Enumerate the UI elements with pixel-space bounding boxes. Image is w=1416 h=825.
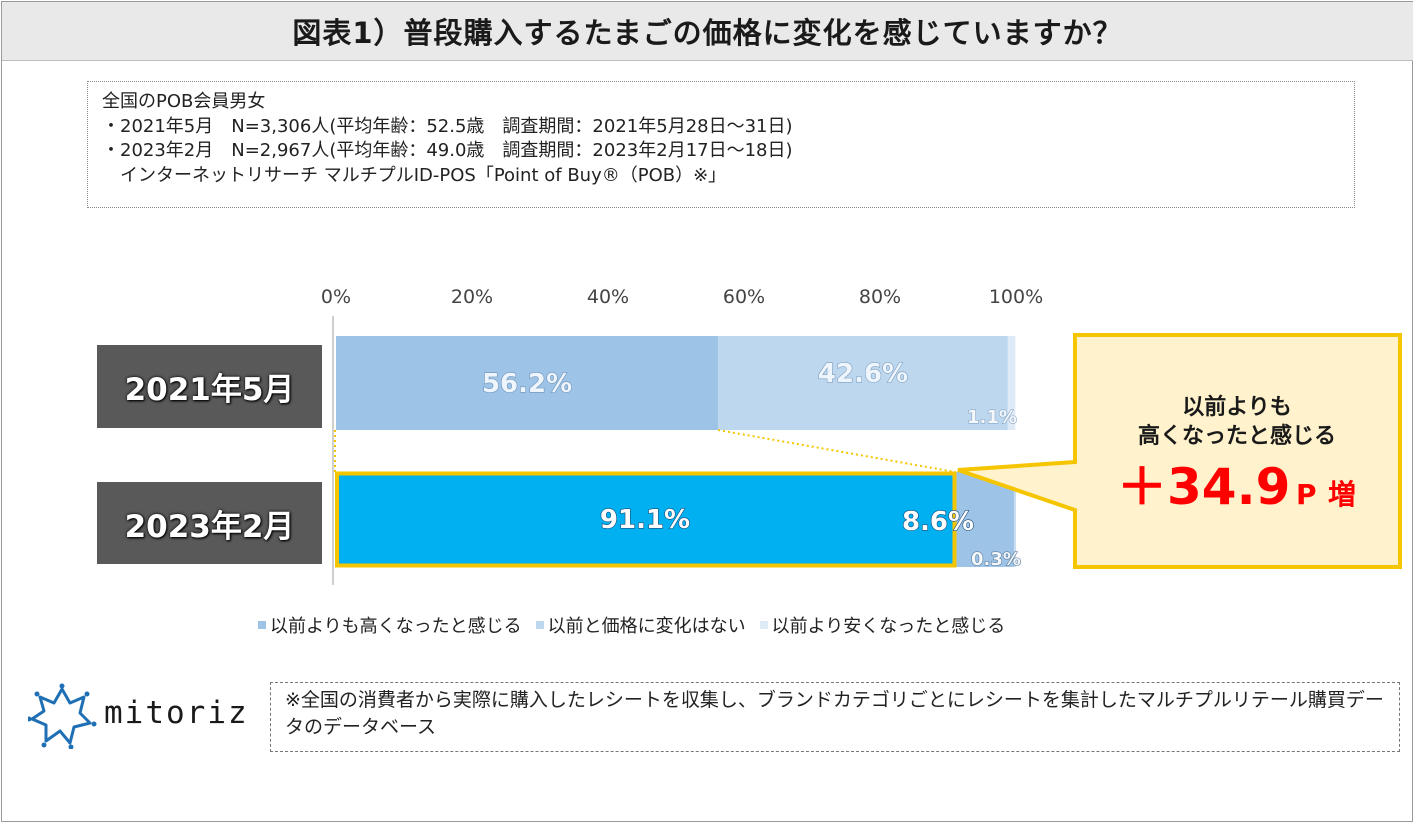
legend-item: 以前より安くなったと感じる xyxy=(759,612,1006,638)
category-label-2021: 2021年5月 xyxy=(97,345,322,428)
chart-legend: 以前よりも高くなったと感じる 以前と価格に変化はない 以前より安くなったと感じる xyxy=(258,612,1005,638)
survey-info-line: 全国のPOB会員男女 xyxy=(102,91,266,112)
callout-suffix: 増 xyxy=(1328,478,1356,511)
legend-item: 以前よりも高くなったと感じる xyxy=(258,612,522,638)
data-label: 42.6% xyxy=(818,359,908,389)
x-tick-label: 40% xyxy=(587,286,629,308)
data-label: 8.6% xyxy=(902,507,974,537)
survey-info-box: 全国のPOB会員男女 ・2021年5月 N=3,306人(平均年齢：52.5歳 … xyxy=(87,81,1355,208)
legend-swatch xyxy=(258,621,266,629)
bar-segment xyxy=(1007,336,1016,430)
x-tick-label: 20% xyxy=(451,286,493,308)
legend-label: 以前より安くなったと感じる xyxy=(771,616,1006,637)
x-tick-label: 0% xyxy=(321,286,351,308)
data-label: 0.3% xyxy=(971,549,1021,570)
data-label: 56.2% xyxy=(482,369,572,399)
logo-wordmark: mitoriz xyxy=(104,695,249,731)
bar-segment xyxy=(1013,472,1016,567)
callout-box xyxy=(957,333,1402,569)
data-label: 91.1% xyxy=(600,505,690,535)
mitoriz-logo: mitoriz xyxy=(26,683,258,750)
footnote-text: ※全国の消費者から実際に購入したレシートを収集し、ブランドカテゴリごとにレシート… xyxy=(285,689,1384,738)
category-label-2023: 2023年2月 xyxy=(97,482,322,564)
callout-line2: 高くなったと感じる xyxy=(1138,423,1336,449)
callout-line1: 以前よりも xyxy=(1182,394,1292,420)
footnote-box: ※全国の消費者から実際に購入したレシートを収集し、ブランドカテゴリごとにレシート… xyxy=(270,682,1400,752)
legend-swatch xyxy=(535,621,544,629)
legend-swatch xyxy=(759,621,768,629)
figure-title-text: 図表1）普段購入するたまごの価格に変化を感じていますか？ xyxy=(292,16,1123,50)
legend-label: 以前よりも高くなったと感じる xyxy=(270,616,522,637)
x-tick-label: 100% xyxy=(989,286,1043,308)
survey-info-line: ・2021年5月 N=3,306人(平均年齢：52.5歳 調査期間：2021年5… xyxy=(102,115,793,137)
survey-info-line: インターネットリサーチ マルチプルID-POS「Point of Buy®（PO… xyxy=(102,164,727,186)
callout-unit: P xyxy=(1296,478,1317,511)
x-tick-label: 60% xyxy=(723,286,765,308)
bar-segment xyxy=(718,336,1008,430)
data-label: 1.1% xyxy=(967,407,1017,428)
stacked-bar-chart: 0% 20% 40% 60% 80% 100% 56.2% 42.6% 1.1% 91.1% 8.6… xyxy=(321,286,1402,585)
bar-segment xyxy=(336,472,956,567)
legend-label: 以前と価格に変化はない xyxy=(547,616,746,637)
survey-info-line: ・2023年2月 N=2,967人(平均年齢：49.0歳 調査期間：2023年2… xyxy=(102,140,793,161)
figure-title: 図表1）普段購入するたまごの価格に変化を感じていますか？ xyxy=(2,2,1413,61)
x-tick-label: 80% xyxy=(859,286,901,308)
legend-item: 以前と価格に変化はない xyxy=(535,612,746,638)
bar-segment xyxy=(336,336,719,430)
highlight-outline xyxy=(335,471,957,568)
mitoriz-mark-icon xyxy=(26,683,97,750)
connector-line xyxy=(717,429,956,473)
callout-value: ＋34.9 xyxy=(1117,458,1290,516)
